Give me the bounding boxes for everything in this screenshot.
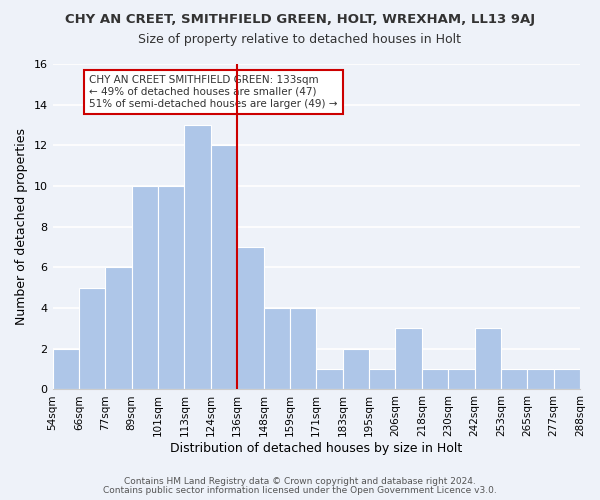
- Text: CHY AN CREET, SMITHFIELD GREEN, HOLT, WREXHAM, LL13 9AJ: CHY AN CREET, SMITHFIELD GREEN, HOLT, WR…: [65, 12, 535, 26]
- Text: Contains HM Land Registry data © Crown copyright and database right 2024.: Contains HM Land Registry data © Crown c…: [124, 477, 476, 486]
- Text: Contains public sector information licensed under the Open Government Licence v3: Contains public sector information licen…: [103, 486, 497, 495]
- Bar: [290, 308, 316, 390]
- Bar: [158, 186, 184, 390]
- Bar: [184, 125, 211, 390]
- Bar: [395, 328, 422, 390]
- Bar: [501, 369, 527, 390]
- Bar: [263, 308, 290, 390]
- X-axis label: Distribution of detached houses by size in Holt: Distribution of detached houses by size …: [170, 442, 463, 455]
- Bar: [369, 369, 395, 390]
- Text: CHY AN CREET SMITHFIELD GREEN: 133sqm
← 49% of detached houses are smaller (47)
: CHY AN CREET SMITHFIELD GREEN: 133sqm ← …: [89, 76, 338, 108]
- Bar: [422, 369, 448, 390]
- Bar: [475, 328, 501, 390]
- Bar: [53, 349, 79, 390]
- Bar: [343, 349, 369, 390]
- Bar: [316, 369, 343, 390]
- Bar: [131, 186, 158, 390]
- Bar: [79, 288, 105, 390]
- Bar: [211, 146, 237, 390]
- Bar: [527, 369, 554, 390]
- Y-axis label: Number of detached properties: Number of detached properties: [15, 128, 28, 325]
- Text: Size of property relative to detached houses in Holt: Size of property relative to detached ho…: [139, 32, 461, 46]
- Bar: [554, 369, 580, 390]
- Bar: [237, 247, 263, 390]
- Bar: [105, 268, 131, 390]
- Bar: [448, 369, 475, 390]
